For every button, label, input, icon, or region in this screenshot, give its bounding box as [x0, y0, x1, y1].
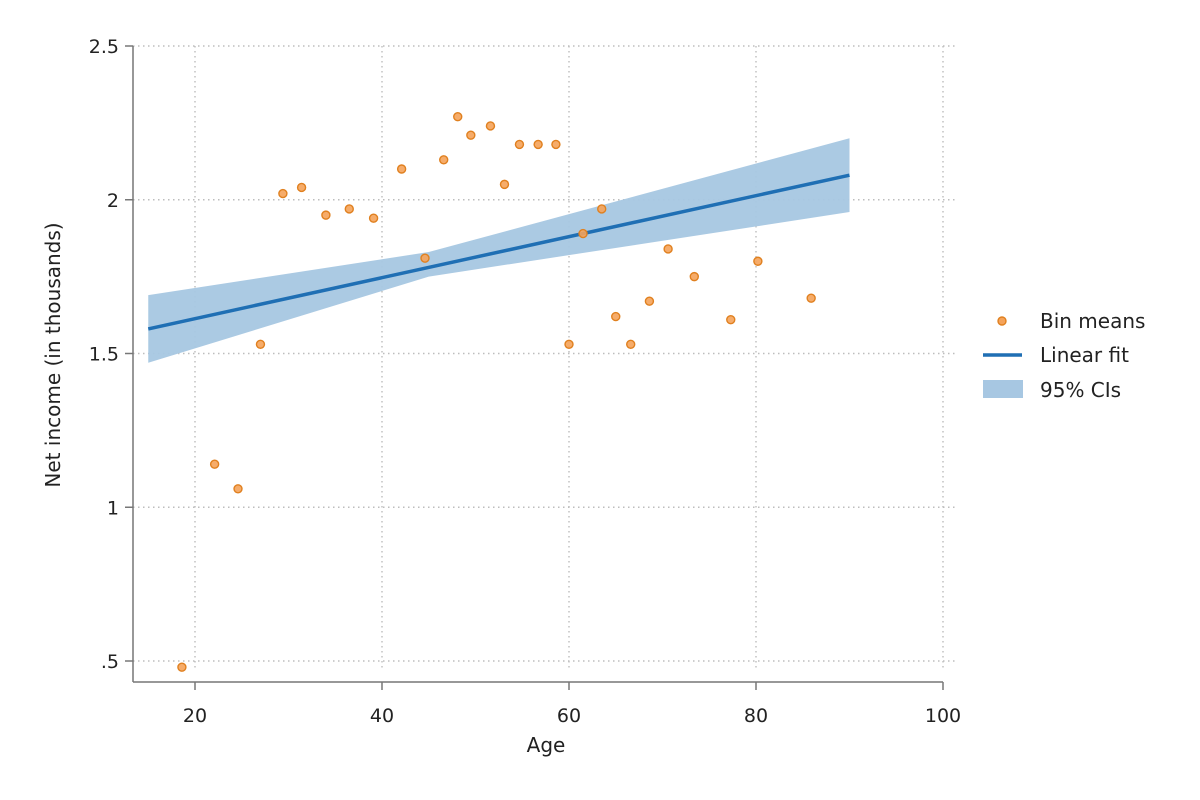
bin-mean-point: [485, 121, 496, 131]
bin-mean-point: [597, 204, 607, 214]
bin-mean-point: [368, 213, 379, 223]
bin-mean-point: [177, 662, 187, 672]
bin-mean-point: [466, 130, 476, 140]
fit-line-layer: [147, 173, 850, 331]
bin-mean-point: [439, 155, 449, 165]
x-tick-label: 20: [183, 705, 207, 727]
bin-mean-point: [611, 311, 621, 322]
bin-mean-point: [209, 459, 220, 469]
bin-mean-point: [453, 112, 463, 122]
y-tick-label: 2: [107, 190, 119, 212]
bin-mean-point: [255, 339, 266, 349]
bin-mean-point: [689, 271, 699, 282]
y-axis-title: Net income (in thousands): [41, 222, 65, 487]
grid: [133, 45, 958, 670]
y-tick-label: 1: [107, 497, 119, 519]
x-tick-label: 80: [744, 705, 768, 727]
x-tick-label: 60: [557, 705, 581, 727]
bin-mean-point: [663, 244, 673, 254]
bin-mean-point: [420, 253, 430, 263]
x-axis-title: Age: [527, 733, 566, 757]
bin-mean-point: [726, 314, 736, 325]
bin-mean-point: [499, 179, 510, 190]
x-tick-label: 40: [370, 705, 394, 727]
bin-mean-point: [551, 139, 561, 150]
bin-mean-point: [514, 139, 525, 150]
bin-mean-point: [578, 228, 588, 239]
linear-fit-line: [147, 173, 850, 331]
y-tick-label: 2.5: [89, 36, 119, 58]
y-tick-label: 1.5: [89, 344, 119, 366]
bin-mean-point: [626, 339, 636, 349]
y-tick-label: .5: [101, 651, 119, 673]
bin-mean-point: [233, 484, 243, 494]
bin-mean-point: [533, 139, 543, 150]
bin-mean-point: [753, 256, 763, 266]
legend: Bin means Linear fit 95% CIs: [983, 309, 1145, 402]
bin-mean-point: [396, 164, 407, 174]
bin-mean-point: [321, 210, 331, 220]
legend-label-bin-means: Bin means: [1040, 309, 1145, 333]
legend-marker-bin-means: [997, 316, 1007, 326]
legend-marker-ci: [983, 380, 1023, 398]
bin-mean-point: [296, 182, 307, 193]
bin-mean-point: [344, 204, 354, 214]
scatter-points: [177, 112, 816, 672]
x-tick-label: 100: [925, 705, 961, 727]
bin-mean-point: [278, 188, 288, 199]
bin-mean-point: [564, 339, 574, 349]
axes: .5 1 1.5 2 2.5 20 40 60 80 100: [89, 36, 961, 727]
bin-mean-point: [644, 296, 655, 306]
legend-label-linear-fit: Linear fit: [1040, 343, 1129, 367]
legend-label-ci: 95% CIs: [1040, 378, 1121, 402]
bin-mean-point: [806, 293, 816, 303]
